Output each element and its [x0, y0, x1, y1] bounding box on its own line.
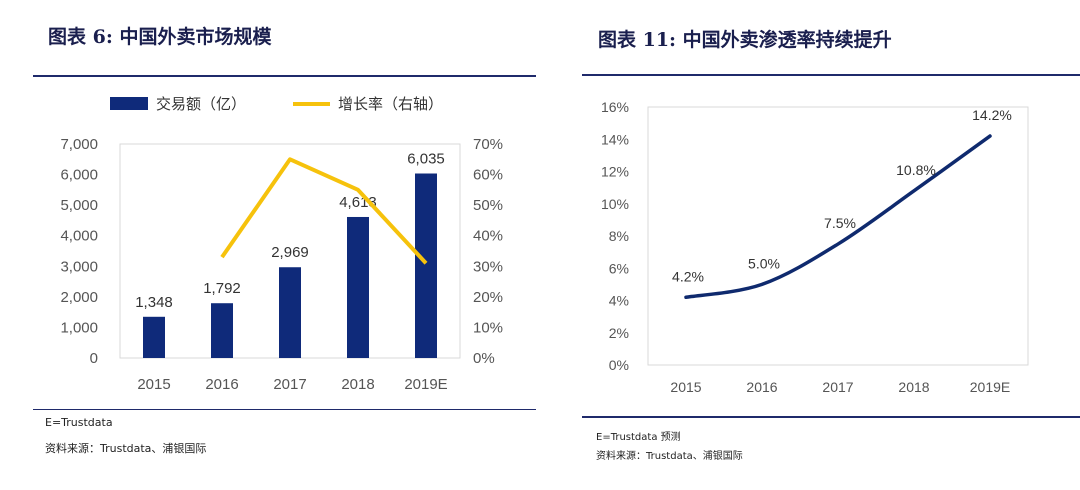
y-tick-label: 10% [601, 196, 629, 212]
y-right-tick-label: 40% [473, 228, 503, 245]
x-tick-label: 2019E [404, 376, 447, 393]
y-right-tick-label: 0% [473, 350, 495, 367]
data-label: 14.2% [972, 107, 1012, 123]
bar-value-label: 1,348 [135, 294, 173, 311]
source-text: 资料来源：Trustdata、浦银国际 [45, 442, 207, 455]
title-rule [582, 74, 1080, 76]
y-left-tick-label: 5,000 [60, 197, 98, 214]
y-left-tick-label: 4,000 [60, 228, 98, 245]
bar-value-label: 2,969 [271, 244, 309, 261]
chart-title: 图表 11: 中国外卖渗透率持续提升 [598, 29, 892, 51]
x-tick-label: 2017 [273, 376, 306, 393]
y-right-tick-label: 60% [473, 167, 503, 184]
data-label: 5.0% [748, 255, 780, 271]
y-left-tick-label: 6,000 [60, 167, 98, 184]
y-right-tick-label: 50% [473, 197, 503, 214]
data-label: 4.2% [672, 268, 704, 284]
y-left-tick-label: 2,000 [60, 289, 98, 306]
x-tick-label: 2017 [822, 379, 853, 395]
bar-value-label: 1,792 [203, 280, 241, 297]
plot-frame [647, 106, 1029, 366]
y-tick-label: 4% [609, 293, 629, 309]
y-right-tick-label: 70% [473, 136, 503, 153]
market-size-chart: 交易额（亿） 增长率（右轴） 0 1,000 2,000 3,000 4,000 5,000 6… [60, 95, 503, 393]
y-tick-label: 2% [609, 325, 629, 341]
y-right-tick-label: 30% [473, 258, 503, 275]
data-label: 7.5% [824, 215, 856, 231]
y-tick-label: 12% [601, 164, 629, 180]
footer-rule [582, 416, 1080, 418]
y-right-tick-label: 20% [473, 289, 503, 306]
penetration-line [684, 134, 992, 300]
market-size-panel: 图表 6: 中国外卖市场规模 交易额（亿） 增长率（右轴） 0 1,000 2,000 3… [0, 0, 550, 473]
y-right-tick-label: 10% [473, 319, 503, 336]
source-text: 资料来源：Trustdata、浦银国际 [596, 451, 743, 462]
chart-note: E=Trustdata 预测 [596, 432, 681, 443]
y-tick-label: 16% [601, 99, 629, 115]
footer-rule [33, 409, 536, 410]
bar [347, 216, 369, 358]
bar [211, 303, 233, 358]
bar [279, 267, 301, 358]
x-tick-label: 2015 [137, 376, 170, 393]
title-rule [33, 75, 536, 77]
legend-bar-label: 交易额（亿） [156, 95, 246, 113]
x-tick-label: 2016 [746, 379, 777, 395]
x-tick-label: 2016 [205, 376, 238, 393]
legend-bar-swatch [110, 97, 148, 110]
y-tick-label: 8% [609, 228, 629, 244]
y-left-tick-label: 1,000 [60, 319, 98, 336]
legend-line-label: 增长率（右轴） [338, 96, 443, 113]
y-tick-label: 6% [609, 260, 629, 276]
bar-value-label: 6,035 [407, 151, 445, 168]
y-tick-label: 0% [609, 357, 629, 373]
x-tick-label: 2018 [341, 376, 374, 393]
y-left-tick-label: 0 [90, 350, 98, 367]
y-tick-label: 14% [601, 131, 629, 147]
chart-title: 图表 6: 中国外卖市场规模 [48, 26, 272, 48]
bar [143, 316, 165, 358]
bar [415, 173, 437, 358]
penetration-panel: 图表 11: 中国外卖渗透率持续提升 0% 2% 4% 6% 8% 10% 12% 14% 16… [560, 0, 1080, 473]
y-left-tick-label: 7,000 [60, 136, 98, 153]
chart-note: E=Trustdata [45, 416, 113, 429]
x-tick-label: 2018 [898, 379, 929, 395]
data-label: 10.8% [896, 162, 936, 178]
x-tick-label: 2015 [670, 379, 701, 395]
x-tick-label: 2019E [970, 379, 1010, 395]
growth-line [220, 157, 428, 265]
y-left-tick-label: 3,000 [60, 258, 98, 275]
penetration-chart: 0% 2% 4% 6% 8% 10% 12% 14% 16% 2015 2016 2017 2018 20… [601, 99, 1029, 395]
